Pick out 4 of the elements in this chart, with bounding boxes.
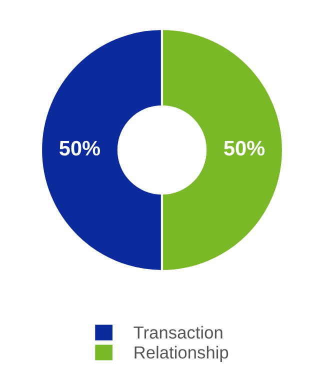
legend-label: Relationship bbox=[134, 346, 228, 362]
data-label: 50% bbox=[224, 140, 265, 156]
data-label: 50% bbox=[60, 140, 100, 156]
legend-label: Transaction bbox=[134, 326, 222, 339]
